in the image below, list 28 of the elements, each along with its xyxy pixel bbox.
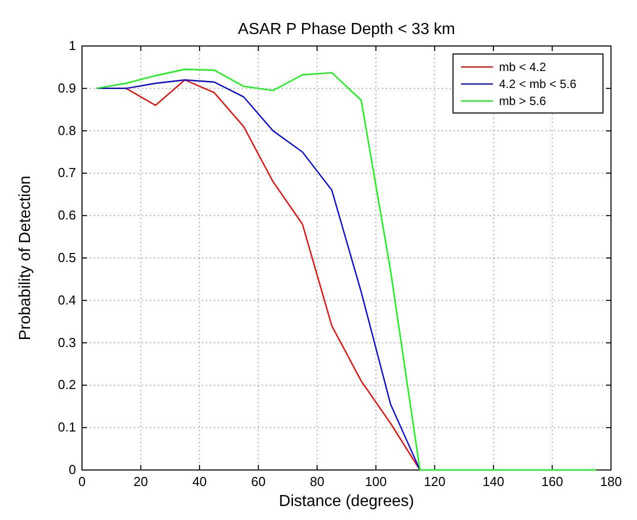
x-tick-label: 0 [78, 474, 86, 489]
x-tick-label: 100 [365, 474, 387, 489]
legend-label: 4.2 < mb < 5.6 [499, 77, 577, 91]
x-tick-label: 80 [310, 474, 324, 489]
y-tick-label: 0.9 [58, 80, 76, 96]
chart-title: ASAR P Phase Depth < 33 km [238, 21, 456, 38]
legend-label: mb < 4.2 [499, 60, 546, 74]
y-axis-title: Probability of Detection [17, 176, 34, 340]
y-tick-label: 0.1 [58, 420, 76, 435]
y-tick-label: 1 [68, 38, 76, 53]
y-tick-label: 0.7 [58, 165, 76, 180]
y-tick-label: 0 [68, 462, 76, 477]
x-tick-label: 140 [482, 474, 504, 489]
line-series [96, 79, 421, 471]
x-tick-label: 120 [424, 474, 446, 489]
x-tick-label: 180 [600, 474, 622, 489]
x-tick-label: 20 [134, 474, 148, 489]
y-tick-label: 0.8 [58, 122, 76, 138]
x-axis-title: Distance (degrees) [278, 493, 414, 510]
y-tick-label: 0.4 [58, 292, 76, 308]
y-tick-label: 0.5 [58, 250, 76, 265]
y-tick-label: 0.6 [58, 208, 76, 223]
x-tick-label: 60 [251, 474, 266, 489]
x-tick-label: 160 [541, 474, 564, 489]
x-tick-label: 40 [192, 474, 207, 489]
y-tick-label: 0.2 [58, 377, 76, 392]
y-tick-label: 0.3 [58, 334, 76, 350]
legend-label: mb > 5.6 [499, 94, 546, 108]
